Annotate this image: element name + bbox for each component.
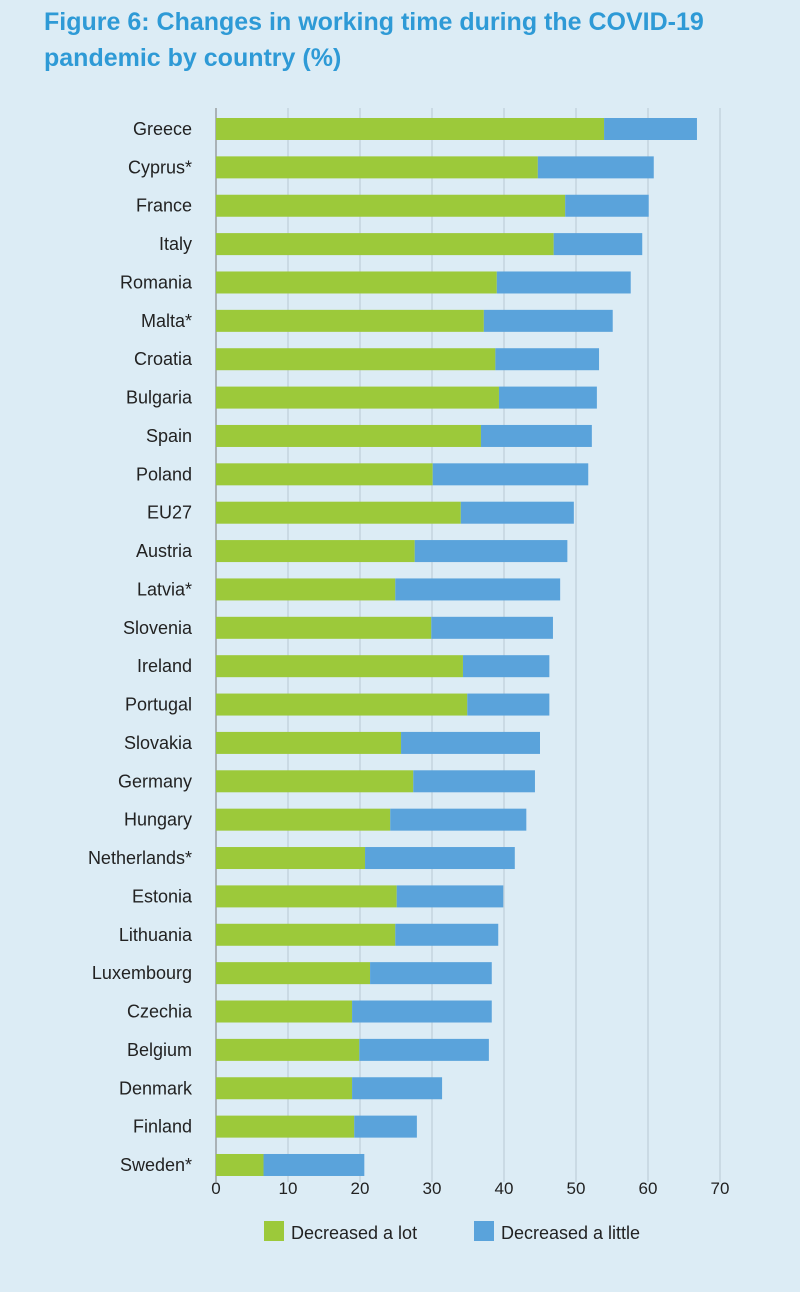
bar-decreased-a-little bbox=[401, 731, 540, 754]
category-label: Austria bbox=[136, 541, 193, 561]
category-label: EU27 bbox=[147, 503, 192, 523]
category-label: Finland bbox=[133, 1117, 192, 1137]
bar-decreased-a-lot bbox=[216, 693, 468, 716]
x-tick-label: 70 bbox=[711, 1179, 730, 1198]
category-label: Latvia* bbox=[137, 579, 192, 599]
legend-swatch bbox=[474, 1221, 494, 1241]
category-label: Italy bbox=[159, 234, 192, 254]
category-label: Estonia bbox=[132, 886, 193, 906]
bar-decreased-a-little bbox=[413, 770, 535, 793]
bar-decreased-a-little bbox=[414, 540, 568, 563]
category-label: Romania bbox=[120, 272, 193, 292]
bar-decreased-a-lot bbox=[216, 271, 497, 294]
bar-decreased-a-little bbox=[480, 424, 592, 447]
legend-label: Decreased a lot bbox=[291, 1223, 417, 1243]
bar-decreased-a-little bbox=[395, 923, 499, 946]
bar-decreased-a-little bbox=[395, 578, 561, 601]
bar-decreased-a-lot bbox=[216, 885, 397, 908]
x-tick-label: 0 bbox=[211, 1179, 220, 1198]
category-label: Croatia bbox=[134, 349, 193, 369]
category-label: Sweden* bbox=[120, 1155, 192, 1175]
bar-decreased-a-lot bbox=[216, 501, 461, 524]
bar-decreased-a-little bbox=[365, 847, 515, 870]
category-label: Bulgaria bbox=[126, 388, 193, 408]
category-label: Greece bbox=[133, 119, 192, 139]
bar-decreased-a-little bbox=[354, 1115, 417, 1138]
legend-label: Decreased a little bbox=[501, 1223, 640, 1243]
bar-decreased-a-little bbox=[352, 1077, 443, 1100]
bar-decreased-a-lot bbox=[216, 847, 366, 870]
bar-decreased-a-little bbox=[553, 233, 643, 256]
bar-decreased-a-lot bbox=[216, 655, 463, 678]
bar-decreased-a-little bbox=[396, 885, 504, 908]
category-label: Spain bbox=[146, 426, 192, 446]
x-tick-label: 40 bbox=[495, 1179, 514, 1198]
category-label: Luxembourg bbox=[92, 963, 192, 983]
bar-decreased-a-lot bbox=[216, 424, 481, 447]
bar-decreased-a-lot bbox=[216, 386, 499, 409]
bar-decreased-a-lot bbox=[216, 808, 391, 831]
bar-decreased-a-lot bbox=[216, 348, 496, 371]
bar-decreased-a-lot bbox=[216, 1038, 360, 1061]
bar-decreased-a-lot bbox=[216, 156, 538, 179]
category-label: Czechia bbox=[127, 1002, 193, 1022]
bar-decreased-a-little bbox=[370, 962, 492, 985]
bar-decreased-a-lot bbox=[216, 463, 433, 486]
bar-decreased-a-lot bbox=[216, 616, 432, 639]
bar-decreased-a-lot bbox=[216, 578, 396, 601]
bar-decreased-a-lot bbox=[216, 770, 414, 793]
bar-decreased-a-lot bbox=[216, 1000, 353, 1023]
bar-decreased-a-lot bbox=[216, 540, 415, 563]
bar-decreased-a-lot bbox=[216, 923, 396, 946]
bar-decreased-a-little bbox=[498, 386, 597, 409]
bar-decreased-a-little bbox=[495, 348, 600, 371]
bar-decreased-a-lot bbox=[216, 309, 484, 332]
x-tick-label: 10 bbox=[279, 1179, 298, 1198]
x-tick-label: 60 bbox=[639, 1179, 658, 1198]
category-label: Belgium bbox=[127, 1040, 192, 1060]
bar-decreased-a-little bbox=[390, 808, 527, 831]
bar-decreased-a-little bbox=[359, 1038, 489, 1061]
category-label: Denmark bbox=[119, 1078, 193, 1098]
bar-decreased-a-little bbox=[263, 1153, 365, 1176]
chart-title: Figure 6: Changes in working time during… bbox=[44, 8, 704, 72]
bar-decreased-a-lot bbox=[216, 194, 566, 217]
x-tick-label: 30 bbox=[423, 1179, 442, 1198]
x-tick-label: 20 bbox=[351, 1179, 370, 1198]
category-label: Poland bbox=[136, 464, 192, 484]
category-label: Hungary bbox=[124, 810, 192, 830]
category-label: Cyprus* bbox=[128, 157, 192, 177]
category-label: Lithuania bbox=[119, 925, 193, 945]
bar-decreased-a-lot bbox=[216, 118, 605, 140]
category-label: Slovakia bbox=[124, 733, 193, 753]
category-label: Netherlands* bbox=[88, 848, 192, 868]
bar-decreased-a-little bbox=[496, 271, 631, 294]
x-tick-label: 50 bbox=[567, 1179, 586, 1198]
bar-decreased-a-little bbox=[352, 1000, 492, 1023]
bar-decreased-a-little bbox=[565, 194, 649, 217]
bar-decreased-a-lot bbox=[216, 731, 402, 754]
bar-decreased-a-lot bbox=[216, 1115, 355, 1138]
bar-decreased-a-little bbox=[537, 156, 654, 179]
category-label: Ireland bbox=[137, 656, 192, 676]
bar-decreased-a-little bbox=[462, 655, 550, 678]
bar-decreased-a-little bbox=[483, 309, 613, 332]
category-label: Portugal bbox=[125, 695, 192, 715]
legend-swatch bbox=[264, 1221, 284, 1241]
category-label: Malta* bbox=[141, 311, 192, 331]
bar-decreased-a-little bbox=[604, 118, 697, 140]
bar-decreased-a-little bbox=[460, 501, 574, 524]
bar-decreased-a-lot bbox=[216, 1153, 264, 1176]
category-label: France bbox=[136, 196, 192, 216]
category-label: Germany bbox=[118, 771, 192, 791]
bar-decreased-a-lot bbox=[216, 1077, 353, 1100]
bar-decreased-a-little bbox=[431, 616, 553, 639]
bar-decreased-a-lot bbox=[216, 233, 554, 256]
bar-decreased-a-little bbox=[467, 693, 550, 716]
bar-decreased-a-little bbox=[432, 463, 589, 486]
category-label: Slovenia bbox=[123, 618, 193, 638]
bar-decreased-a-lot bbox=[216, 962, 371, 985]
